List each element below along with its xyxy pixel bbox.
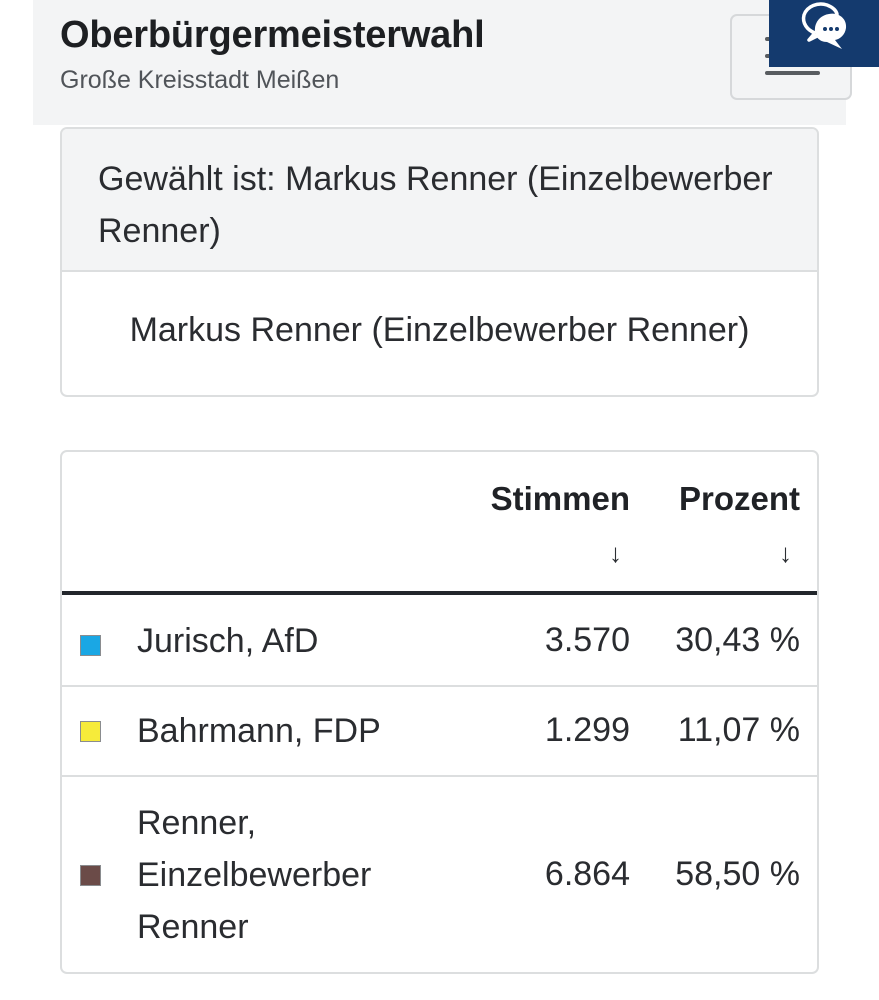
sort-arrow-icon[interactable]: ↓	[779, 538, 792, 568]
table-row: Bahrmann, FDP 1.299 11,07 %	[62, 687, 817, 777]
vote-count: 6.864	[544, 855, 630, 893]
table-row: Renner, Einzelbewerber Renner 6.864 58,5…	[62, 777, 817, 972]
vote-percent: 30,43 %	[675, 621, 800, 659]
candidate-name: Renner, Einzelbewerber Renner	[137, 804, 372, 946]
column-header-votes[interactable]: Stimmen	[490, 480, 630, 517]
results-table: Stimmen Prozent ↓ ↓ Jurisch, AfD 3.570 3…	[60, 450, 819, 974]
winner-heading: Gewählt ist: Markus Renner (Einzelbewerb…	[62, 129, 817, 272]
column-header-percent[interactable]: Prozent	[678, 480, 800, 517]
winner-name: Markus Renner (Einzelbewerber Renner)	[129, 311, 750, 349]
party-color-swatch	[80, 865, 101, 886]
table-row: Jurisch, AfD 3.570 30,43 %	[62, 595, 817, 687]
page-title: Oberbürgermeisterwahl	[60, 14, 485, 56]
vote-percent: 11,07 %	[677, 711, 800, 749]
vote-count: 1.299	[544, 711, 630, 749]
vote-percent: 58,50 %	[675, 855, 800, 893]
table-header: Stimmen Prozent ↓ ↓	[62, 452, 817, 595]
candidate-name: Bahrmann, FDP	[137, 712, 381, 750]
winner-card: Gewählt ist: Markus Renner (Einzelbewerb…	[60, 127, 819, 397]
vote-count: 3.570	[544, 621, 630, 659]
chat-bubbles-icon	[801, 2, 847, 49]
party-color-swatch	[80, 635, 101, 656]
party-color-swatch	[80, 721, 101, 742]
sort-arrow-icon[interactable]: ↓	[609, 538, 622, 568]
chat-button[interactable]	[769, 0, 879, 67]
page-subtitle: Große Kreisstadt Meißen	[60, 66, 340, 94]
site-header: Oberbürgermeisterwahl Große Kreisstadt M…	[33, 0, 852, 125]
candidate-name: Jurisch, AfD	[137, 622, 319, 660]
